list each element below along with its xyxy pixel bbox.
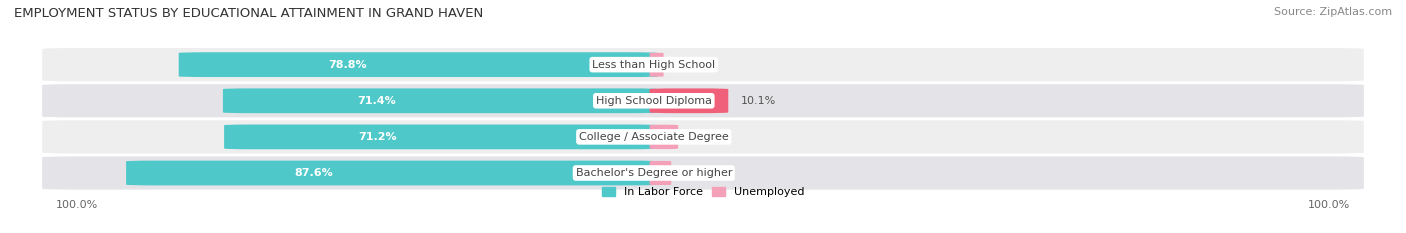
Text: College / Associate Degree: College / Associate Degree xyxy=(579,132,728,142)
Text: Bachelor's Degree or higher: Bachelor's Degree or higher xyxy=(575,168,733,178)
Text: 100.0%: 100.0% xyxy=(1308,200,1350,210)
FancyBboxPatch shape xyxy=(224,88,658,113)
FancyBboxPatch shape xyxy=(643,161,678,185)
Text: 10.1%: 10.1% xyxy=(741,96,776,106)
FancyBboxPatch shape xyxy=(650,124,678,149)
FancyBboxPatch shape xyxy=(42,48,1364,81)
FancyBboxPatch shape xyxy=(42,120,1364,154)
Text: 71.4%: 71.4% xyxy=(357,96,396,106)
Text: Less than High School: Less than High School xyxy=(592,60,716,70)
FancyBboxPatch shape xyxy=(179,52,658,77)
FancyBboxPatch shape xyxy=(636,52,678,77)
FancyBboxPatch shape xyxy=(42,84,1364,117)
Text: 0.8%: 0.8% xyxy=(676,60,704,70)
Text: High School Diploma: High School Diploma xyxy=(596,96,711,106)
Text: EMPLOYMENT STATUS BY EDUCATIONAL ATTAINMENT IN GRAND HAVEN: EMPLOYMENT STATUS BY EDUCATIONAL ATTAINM… xyxy=(14,7,484,20)
Text: 2.9%: 2.9% xyxy=(690,132,720,142)
FancyBboxPatch shape xyxy=(42,156,1364,190)
Text: 1.9%: 1.9% xyxy=(683,168,713,178)
Text: 78.8%: 78.8% xyxy=(329,60,367,70)
Text: 71.2%: 71.2% xyxy=(359,132,396,142)
Legend: In Labor Force, Unemployed: In Labor Force, Unemployed xyxy=(602,187,804,197)
Text: Source: ZipAtlas.com: Source: ZipAtlas.com xyxy=(1274,7,1392,17)
FancyBboxPatch shape xyxy=(127,161,658,185)
FancyBboxPatch shape xyxy=(224,124,658,149)
Text: 100.0%: 100.0% xyxy=(56,200,98,210)
Text: 87.6%: 87.6% xyxy=(294,168,333,178)
FancyBboxPatch shape xyxy=(650,88,728,113)
